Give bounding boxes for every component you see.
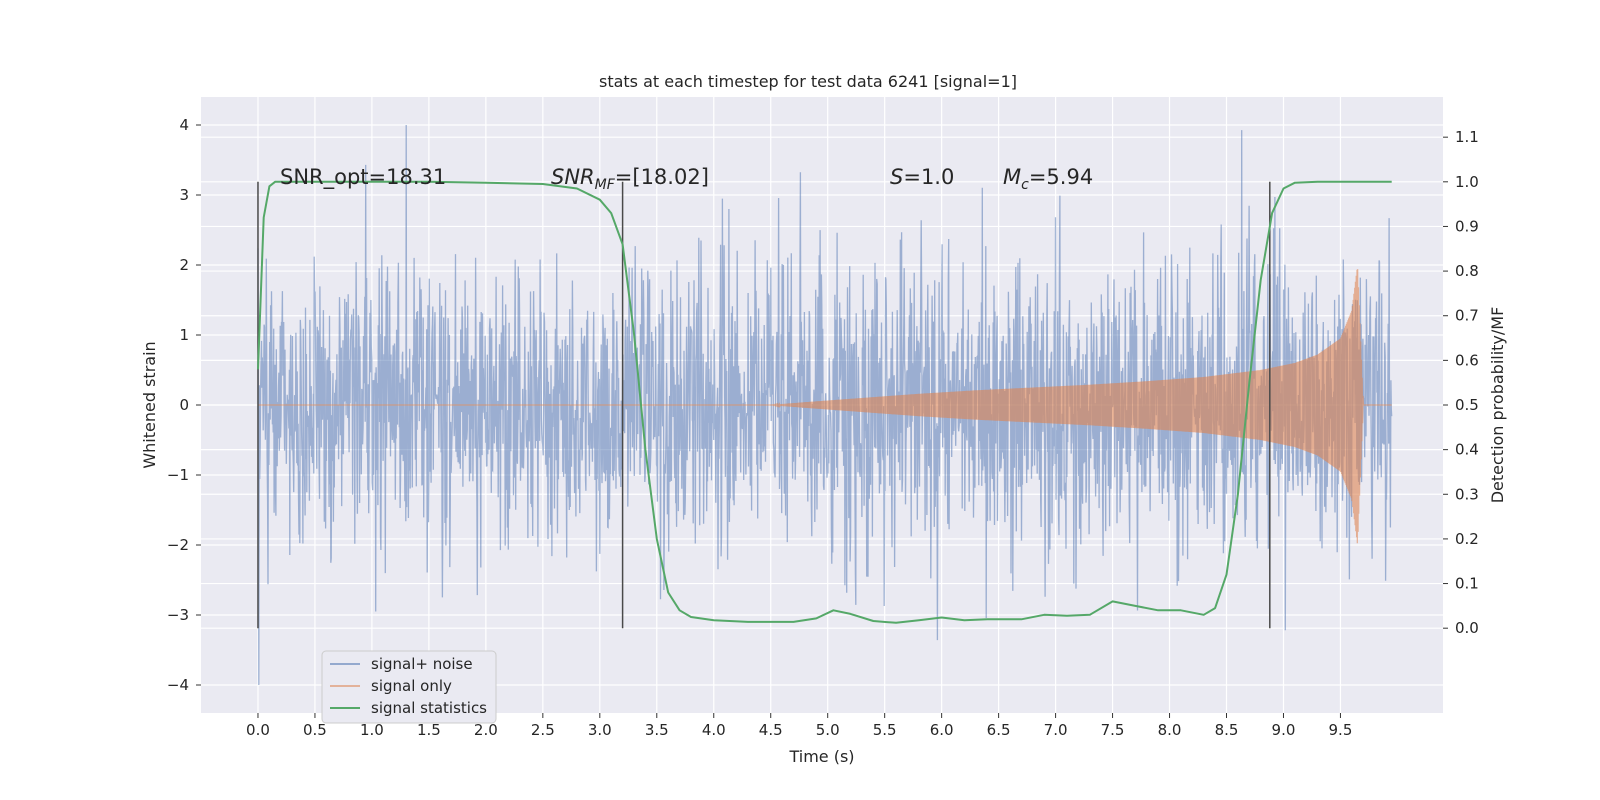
x-tick-label: 6.0 xyxy=(930,721,954,739)
snr-opt-annotation: SNR_opt=18.31 xyxy=(280,165,446,190)
snr-mf-prefix: SNR xyxy=(551,165,595,189)
x-tick-label: 7.5 xyxy=(1101,721,1125,739)
y-tick-label: 3 xyxy=(179,186,189,204)
x-tick-label: 4.0 xyxy=(702,721,726,739)
y-tick-label: −3 xyxy=(167,606,189,624)
x-tick-label: 8.0 xyxy=(1158,721,1182,739)
snr-mf-annotation: SNRMF=[18.02] xyxy=(551,165,709,193)
legend-box xyxy=(321,650,497,724)
y-axis-label: Whitened strain xyxy=(140,341,159,468)
y-tick-label: −4 xyxy=(167,676,189,694)
mc-prefix: M xyxy=(1003,165,1021,189)
y2-tick-label: 0.4 xyxy=(1455,441,1479,459)
x-tick-label: 2.5 xyxy=(531,721,555,739)
y-tick-label: −1 xyxy=(167,466,189,484)
x-tick-label: 9.5 xyxy=(1329,721,1353,739)
x-tick-label: 0.5 xyxy=(303,721,327,739)
y2-tick-label: 0.3 xyxy=(1455,485,1479,503)
x-tick-label: 7.0 xyxy=(1044,721,1068,739)
y2-axis-label: Detection probability/MF xyxy=(1488,307,1507,504)
y2-tick-label: 0.8 xyxy=(1455,262,1479,280)
x-tick-label: 1.0 xyxy=(360,721,384,739)
mc-value: =5.94 xyxy=(1029,165,1093,189)
s-value: =1.0 xyxy=(903,165,954,189)
y2-tick-label: 0.5 xyxy=(1455,396,1479,414)
legend-label-signal: signal only xyxy=(371,677,452,695)
x-tick-label: 3.5 xyxy=(645,721,669,739)
statistics-series xyxy=(257,180,1392,624)
x-tick-label: 6.5 xyxy=(987,721,1011,739)
y2-tick-label: 0.0 xyxy=(1455,619,1479,637)
x-tick-label: 4.5 xyxy=(759,721,783,739)
snr-mf-value: =[18.02] xyxy=(615,165,709,189)
x-tick-label: 8.5 xyxy=(1215,721,1239,739)
marker-lines xyxy=(257,181,1271,629)
y2-tick-label: 1.1 xyxy=(1455,128,1479,146)
mc-subscript: c xyxy=(1021,177,1029,193)
signal-series xyxy=(258,269,1392,544)
legend-label-noise: signal+ noise xyxy=(371,655,473,673)
s-prefix: S xyxy=(890,165,903,189)
x-tick-label: 9.0 xyxy=(1272,721,1296,739)
y2-tick-label: 1.0 xyxy=(1455,173,1479,191)
legend: signal+ noise signal only signal statist… xyxy=(321,650,497,724)
y-ticks: 4 3 2 1 0 −1 −2 −3 −4 xyxy=(167,116,201,694)
y-tick-label: 0 xyxy=(179,396,189,414)
snr-mf-subscript: MF xyxy=(595,177,616,193)
x-tick-label: 5.5 xyxy=(873,721,897,739)
x-tick-label: 1.5 xyxy=(417,721,441,739)
y2-tick-label: 0.7 xyxy=(1455,307,1479,325)
y2-tick-label: 0.1 xyxy=(1455,575,1479,593)
x-tick-label: 3.0 xyxy=(588,721,612,739)
mc-annotation: Mc=5.94 xyxy=(1003,165,1093,193)
signal-line xyxy=(258,269,1392,544)
y-tick-label: 1 xyxy=(179,326,189,344)
x-tick-label: 0.0 xyxy=(246,721,270,739)
x-ticks: 0.0 0.5 1.0 1.5 2.0 2.5 3.0 3.5 4.0 4.5 5.0 5.5 6.0 6… xyxy=(246,713,1352,739)
y-tick-label: −2 xyxy=(167,536,189,554)
y2-tick-label: 0.9 xyxy=(1455,217,1479,235)
x-axis-label: Time (s) xyxy=(788,747,854,766)
legend-label-statistics: signal statistics xyxy=(371,699,487,717)
y-tick-label: 2 xyxy=(179,256,189,274)
y2-ticks: 1.1 1.0 0.9 0.8 0.7 0.6 0.5 0.4 0.3 0.2 0.1 0.0 xyxy=(1443,128,1479,637)
y2-tick-label: 0.2 xyxy=(1455,530,1479,548)
chart-title: stats at each timestep for test data 624… xyxy=(599,72,1017,91)
s-annotation: S=1.0 xyxy=(890,165,954,189)
x-tick-label: 2.0 xyxy=(474,721,498,739)
statistics-line xyxy=(257,180,1392,624)
y-tick-label: 4 xyxy=(179,116,189,134)
y2-tick-label: 0.6 xyxy=(1455,351,1479,369)
x-tick-label: 5.0 xyxy=(816,721,840,739)
